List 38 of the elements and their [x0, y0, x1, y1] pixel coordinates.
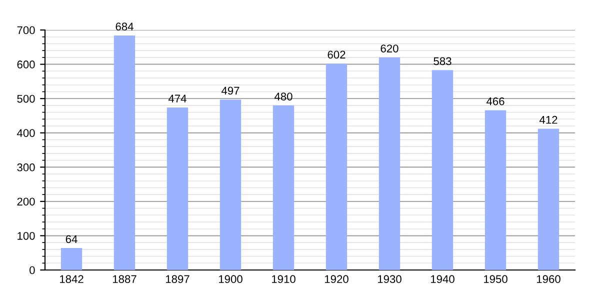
y-tick-label: 700 [17, 26, 35, 34]
bar [378, 57, 400, 270]
y-tick-label: 0 [30, 266, 35, 274]
bar [60, 248, 82, 270]
bar [432, 70, 454, 270]
y-tick-label: 500 [17, 94, 35, 103]
data-label: 64 [66, 235, 78, 244]
x-tick-label: 1910 [272, 275, 296, 284]
bar [484, 110, 506, 270]
data-label: 412 [539, 116, 558, 124]
data-label: 474 [168, 94, 186, 102]
data-label: 620 [380, 44, 398, 52]
x-tick-label: 1950 [484, 275, 508, 284]
x-tick-label: 1900 [218, 275, 242, 284]
data-label: 466 [486, 97, 504, 106]
x-tick-label: 1960 [536, 275, 560, 284]
bar [114, 35, 136, 270]
x-tick-label: 1897 [166, 275, 190, 284]
y-tick-label: 400 [16, 129, 35, 137]
x-tick-label: 1842 [60, 275, 84, 284]
y-tick-label: 200 [17, 198, 35, 206]
data-label: 480 [274, 92, 292, 100]
bar [538, 128, 560, 270]
bar [326, 64, 348, 270]
data-label: 583 [434, 57, 452, 66]
data-label: 602 [328, 50, 346, 59]
y-tick-label: 600 [17, 60, 35, 68]
data-label: 497 [221, 86, 240, 95]
x-tick-label: 1920 [324, 275, 348, 284]
y-tick-label: 100 [18, 232, 35, 240]
data-label: 684 [116, 22, 134, 31]
x-tick-label: 1887 [112, 275, 136, 284]
x-tick-label: 1930 [378, 275, 402, 284]
y-tick-label: 300 [17, 163, 35, 172]
x-tick-label: 1940 [430, 275, 454, 284]
bar [220, 100, 242, 270]
bar [166, 107, 188, 270]
bar [272, 105, 294, 270]
